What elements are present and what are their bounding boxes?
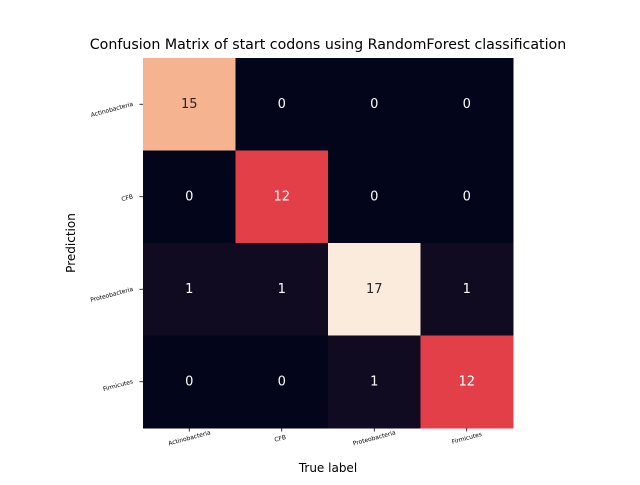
x-tick-label: Proteobacteria xyxy=(352,429,397,447)
heatmap-cell xyxy=(328,243,421,336)
heatmap-cell xyxy=(143,335,236,429)
heatmap-cells xyxy=(143,58,514,429)
heatmap-cell xyxy=(328,335,421,429)
heatmap-cell-value: 1 xyxy=(370,374,378,389)
heatmap-cell-value: 17 xyxy=(366,282,383,297)
heatmap-cell xyxy=(235,58,329,151)
heatmap-cell xyxy=(420,150,514,244)
heatmap-cell-value: 0 xyxy=(463,189,471,204)
x-tick-label: Firmicutes xyxy=(451,431,483,446)
x-tick-label: CFB xyxy=(274,434,287,444)
heatmap-cell xyxy=(420,58,514,151)
heatmap-cell xyxy=(328,58,421,151)
heatmap-cell-value: 0 xyxy=(278,97,286,112)
heatmap-cell xyxy=(235,335,329,429)
y-tick-label: Firmicutes xyxy=(102,378,134,393)
chart-title: Confusion Matrix of start codons using R… xyxy=(90,37,566,53)
y-axis-label: Prediction xyxy=(64,213,78,273)
heatmap-cell-value: 0 xyxy=(278,374,286,389)
heatmap-cell-value: 12 xyxy=(273,189,290,204)
x-axis-label: True label xyxy=(298,461,357,475)
x-tick-label: Actinobacteria xyxy=(168,429,212,447)
heatmap-cell xyxy=(143,243,236,336)
heatmap-cell xyxy=(143,150,236,244)
y-tick-label: Proteobacteria xyxy=(90,286,135,304)
heatmap-cell-value: 1 xyxy=(278,282,286,297)
y-tick-label: Actinobacteria xyxy=(90,101,134,119)
heatmap-cell-value: 1 xyxy=(185,282,193,297)
heatmap-cell-value: 0 xyxy=(185,189,193,204)
heatmap-cell xyxy=(420,335,514,429)
heatmap-cell xyxy=(420,243,514,336)
y-tick-label: CFB xyxy=(121,193,134,203)
heatmap-cell-value: 15 xyxy=(181,97,198,112)
heatmap-cell xyxy=(235,150,329,244)
heatmap-cell-value: 12 xyxy=(458,374,475,389)
heatmap-cell-value: 1 xyxy=(463,282,471,297)
heatmap-cell-value: 0 xyxy=(370,97,378,112)
heatmap-cell xyxy=(143,58,236,151)
heatmap-cell xyxy=(328,150,421,244)
x-axis-ticks: Actinobacteria CFB Proteobacteria Firmicute… xyxy=(168,428,483,447)
y-axis-ticks: Actinobacteria CFB Proteobacteria Firmicute… xyxy=(90,101,143,393)
heatmap-cell-labels: 15 0 0 0 0 12 0 0 1 1 17 1 0 0 1 12 xyxy=(181,97,475,390)
heatmap-cell-value: 0 xyxy=(185,374,193,389)
heatmap-cell xyxy=(235,243,329,336)
heatmap-cell-value: 0 xyxy=(370,189,378,204)
heatmap-cell-value: 0 xyxy=(463,97,471,112)
